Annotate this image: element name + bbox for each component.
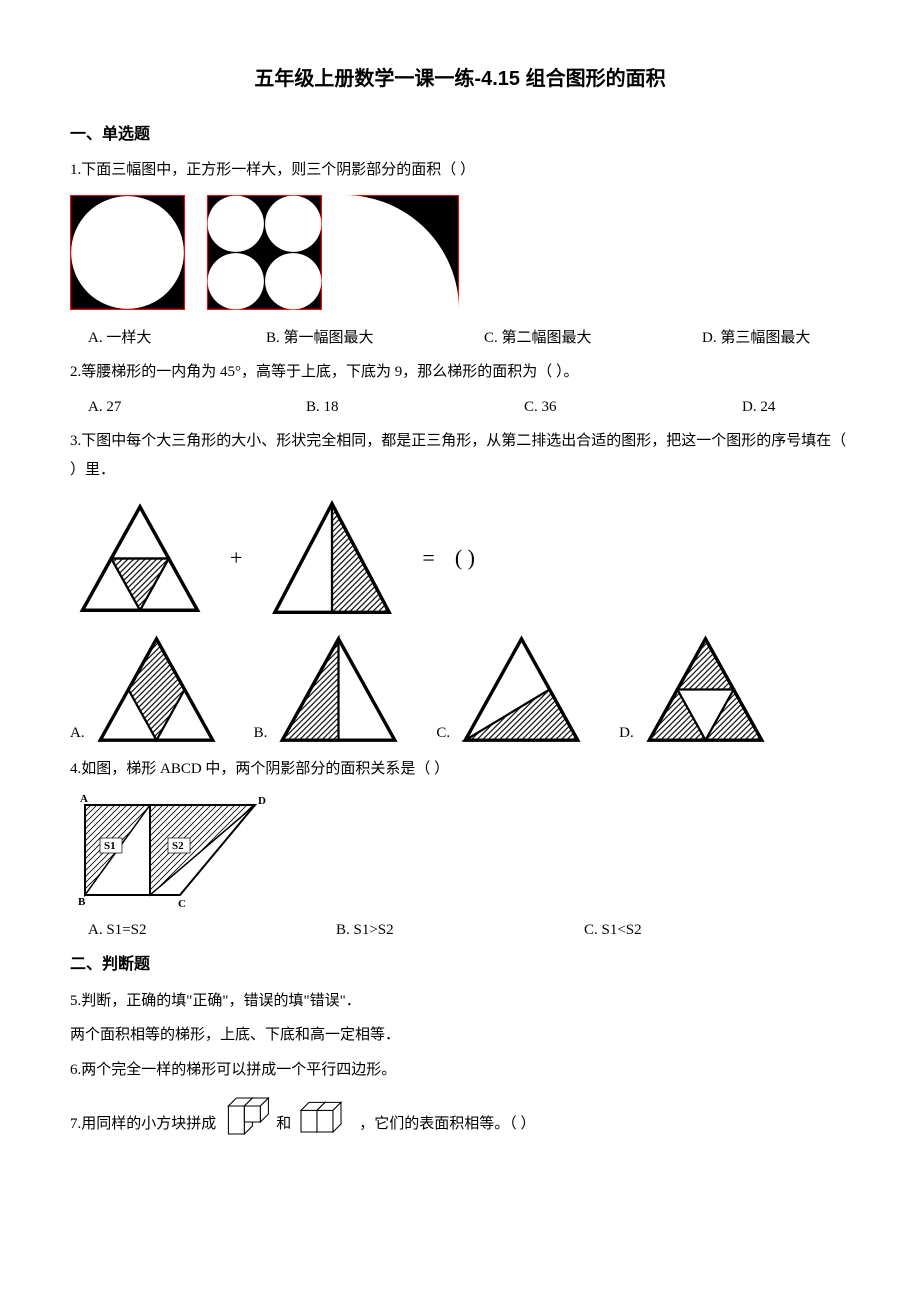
q4-optA: A. S1=S2 <box>88 916 308 945</box>
q4-figure: A D B C S1 S2 <box>70 790 270 910</box>
q2-text: 2.等腰梯形的一内角为 45°，高等于上底，下底为 9，那么梯形的面积为（ ）。 <box>70 358 850 387</box>
q7-mid: 和 <box>276 1110 291 1139</box>
q7-cube2 <box>297 1094 353 1138</box>
q7-suffix: ，它们的表面积相等。（ ） <box>359 1110 535 1139</box>
q1-optB: B. 第一幅图最大 <box>266 324 456 353</box>
q4-options: A. S1=S2 B. S1>S2 C. S1<S2 <box>70 916 850 945</box>
q3-plus: + <box>230 537 242 579</box>
q3-B-label: B. <box>254 719 268 748</box>
q3-answer-row: A. B. C. D. <box>70 632 850 747</box>
q6-text: 6.两个完全一样的梯形可以拼成一个平行四边形。 <box>70 1056 850 1085</box>
q3-optA-fig <box>89 632 224 747</box>
q1-fig3 <box>344 195 459 310</box>
q1-optC: C. 第二幅图最大 <box>484 324 674 353</box>
q2-optB: B. 18 <box>306 393 496 422</box>
q4-D: D <box>258 795 266 807</box>
q4-optC: C. S1<S2 <box>584 916 642 945</box>
q1-optA: A. 一样大 <box>88 324 238 353</box>
q3-D-label: D. <box>619 719 634 748</box>
q3-optC-fig <box>454 632 589 747</box>
q4-S1: S1 <box>104 840 116 852</box>
q3-C-label: C. <box>436 719 450 748</box>
section-1-heading: 一、单选题 <box>70 120 850 150</box>
q3-tri2 <box>262 498 402 618</box>
q2-optC: C. 36 <box>524 393 714 422</box>
q7-row: 7.用同样的小方块拼成 和 ，它们的表面积相等。（ ） <box>70 1090 850 1138</box>
q4-C: C <box>178 898 186 910</box>
q3-paren: ( ) <box>455 537 475 579</box>
q2-optA: A. 27 <box>88 393 278 422</box>
q4-B: B <box>78 896 86 908</box>
page-title: 五年级上册数学一课一练-4.15 组合图形的面积 <box>70 60 850 98</box>
q3-optD-fig <box>638 632 773 747</box>
q1-text: 1.下面三幅图中，正方形一样大，则三个阴影部分的面积（ ） <box>70 156 850 185</box>
q1-options: A. 一样大 B. 第一幅图最大 C. 第二幅图最大 D. 第三幅图最大 <box>70 324 850 353</box>
q2-options: A. 27 B. 18 C. 36 D. 24 <box>70 393 850 422</box>
q7-prefix: 7.用同样的小方块拼成 <box>70 1110 216 1139</box>
q2-optD: D. 24 <box>742 393 775 422</box>
q3-eq: = <box>422 537 434 579</box>
q3-tri1 <box>70 501 210 616</box>
q4-A: A <box>80 793 88 805</box>
q3-equation-row: + = ( ) <box>70 498 850 618</box>
q4-text: 4.如图，梯形 ABCD 中，两个阴影部分的面积关系是（ ） <box>70 755 850 784</box>
q1-figures <box>70 195 850 310</box>
q3-text: 3.下图中每个大三角形的大小、形状完全相同，都是正三角形，从第二排选出合适的图形… <box>70 427 850 484</box>
q5-line2: 两个面积相等的梯形，上底、下底和高一定相等． <box>70 1021 850 1050</box>
q1-optD: D. 第三幅图最大 <box>702 324 810 353</box>
q4-optB: B. S1>S2 <box>336 916 556 945</box>
q4-S2: S2 <box>172 840 184 852</box>
q5-line1: 5.判断，正确的填"正确"，错误的填"错误"． <box>70 987 850 1016</box>
q7-cube1 <box>222 1090 270 1138</box>
section-2-heading: 二、判断题 <box>70 950 850 980</box>
q1-fig2 <box>207 195 322 310</box>
q1-fig1 <box>70 195 185 310</box>
q3-optB-fig <box>271 632 406 747</box>
q3-A-label: A. <box>70 719 85 748</box>
